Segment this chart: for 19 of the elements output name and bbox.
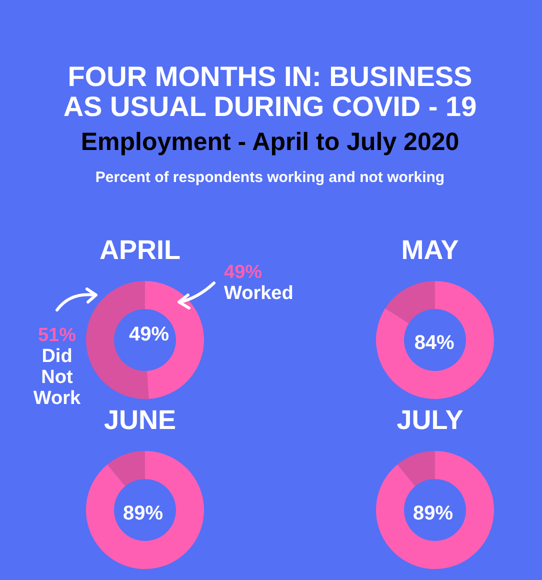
donut-slice	[397, 451, 435, 486]
donut-slice	[107, 451, 145, 486]
donut-slice	[385, 281, 435, 324]
data-label: 89%	[123, 502, 164, 524]
text: 51% Did Not Work	[32, 325, 82, 409]
donut-slice	[86, 451, 204, 569]
data-label: 89%	[413, 502, 454, 524]
text: 49% Worked	[224, 262, 294, 304]
chart-title: JULY	[396, 405, 464, 436]
chart-title: MAY	[400, 235, 460, 266]
data-label: 84%	[414, 332, 455, 354]
text: FOUR MONTHS IN: BUSINESS AS USUAL DURING COVID - 19	[62, 61, 478, 122]
chart-title: JUNE	[104, 405, 176, 435]
data-label: 49%	[128, 324, 170, 346]
text: Percent of respondents working and not working	[94, 169, 446, 186]
donut-slice	[376, 451, 494, 569]
donut-slice	[376, 281, 494, 399]
chart-title: APRIL	[98, 235, 182, 266]
text: Employment - April to July 2020	[80, 128, 460, 157]
